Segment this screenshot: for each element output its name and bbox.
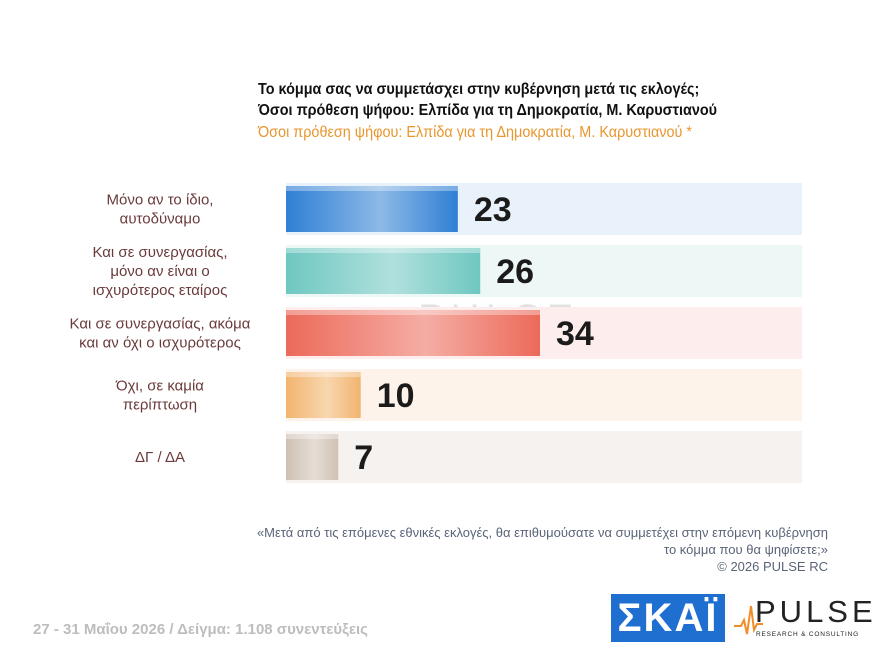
bar xyxy=(286,248,481,294)
category-label: ΔΓ / ΔΑ xyxy=(135,449,185,466)
bar-highlight xyxy=(286,186,458,191)
chart-title-line-1: Το κόμμα σας να συμμετάσχει στην κυβέρνη… xyxy=(258,81,700,98)
bar-track xyxy=(286,431,802,483)
data-label: 34 xyxy=(556,315,594,353)
chart-title-block: Το κόμμα σας να συμμετάσχει στην κυβέρνη… xyxy=(258,79,818,143)
chart-title-line-2: Όσοι πρόθεση ψήφου: Ελπίδα για τη Δημοκρ… xyxy=(258,102,718,119)
pulse-logo-sub: RESEARCH & CONSULTING xyxy=(756,631,859,638)
bar xyxy=(286,310,540,356)
category-label: Μόνο αν το ίδιο, αυτοδύναμο xyxy=(107,192,214,228)
survey-question: «Μετά από τις επόμενες εθνικές εκλογές, … xyxy=(128,524,828,575)
bar-highlight xyxy=(286,434,339,439)
category-label: Όχι, σε καμία περίπτωση xyxy=(115,378,204,414)
data-label: 10 xyxy=(377,377,415,415)
data-label: 7 xyxy=(354,439,373,477)
survey-question-line-1: «Μετά από τις επόμενες εθνικές εκλογές, … xyxy=(256,525,828,540)
bar xyxy=(286,372,361,418)
bar-track xyxy=(286,369,802,421)
category-label: Και σε συνεργασίας, ακόμα και αν όχι ο ισ… xyxy=(70,316,251,352)
skai-logo: ΣΚΑΪ xyxy=(611,594,725,642)
pulse-heartbeat-icon xyxy=(734,605,763,635)
bar-highlight xyxy=(286,310,540,315)
data-label: 23 xyxy=(474,191,512,229)
pulse-logo-word: PULSE xyxy=(755,594,877,629)
skai-logo-text: ΣΚΑΪ xyxy=(617,595,719,640)
bar xyxy=(286,186,458,232)
chart-subtitle: Όσοι πρόθεση ψήφου: Ελπίδα για τη Δημοκρ… xyxy=(258,124,693,141)
bar xyxy=(286,434,339,480)
fieldwork-info: 27 - 31 Μαΐου 2026 / Δείγμα: 1.108 συνεν… xyxy=(33,621,368,638)
copyright-text: © 2026 PULSE RC xyxy=(717,559,828,574)
pulse-logo: PULSE RESEARCH & CONSULTING xyxy=(733,594,873,644)
category-label: Και σε συνεργασίας, μόνο αν είναι ο ισχυρό… xyxy=(92,244,227,299)
data-label: 26 xyxy=(496,253,534,291)
bar-highlight xyxy=(286,248,481,253)
bar-highlight xyxy=(286,372,361,377)
survey-question-line-2: το κόμμα που θα ψηφίσετε;» xyxy=(664,542,828,557)
